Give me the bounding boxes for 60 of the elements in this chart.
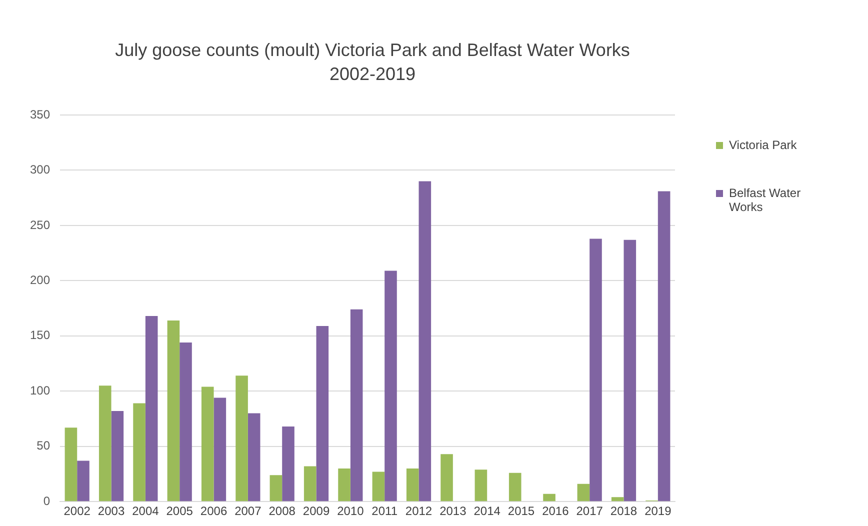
bar xyxy=(590,238,602,502)
x-tick-label: 2018 xyxy=(610,504,638,518)
bar xyxy=(77,460,90,502)
bar xyxy=(577,484,590,502)
bar xyxy=(145,316,158,502)
x-tick-label: 2014 xyxy=(474,504,501,518)
bar xyxy=(304,466,316,502)
bar xyxy=(248,413,260,502)
bar xyxy=(543,494,556,502)
x-tick-label: 2010 xyxy=(337,504,364,518)
x-tick-label: 2005 xyxy=(166,504,194,518)
y-tick-label: 200 xyxy=(30,273,50,287)
bar xyxy=(282,426,294,502)
y-tick-label: 0 xyxy=(43,494,50,508)
bar xyxy=(611,497,624,502)
bar xyxy=(406,468,419,502)
bar xyxy=(167,320,180,502)
x-tick-label: 2011 xyxy=(372,504,398,518)
x-tick-label: 2006 xyxy=(200,504,228,518)
x-tick-label: 2008 xyxy=(268,504,296,518)
legend-label: Belfast Water Works xyxy=(729,186,802,214)
x-tick-label: 2019 xyxy=(644,504,672,518)
y-tick-label: 50 xyxy=(36,438,50,453)
bar xyxy=(658,191,670,502)
bar xyxy=(236,376,248,502)
bar xyxy=(111,411,124,502)
x-tick-label: 2013 xyxy=(440,504,467,518)
bar xyxy=(372,472,385,502)
x-tick-label: 2015 xyxy=(508,504,535,518)
x-tick-label: 2009 xyxy=(302,504,330,518)
y-tick-label: 100 xyxy=(30,383,50,398)
bar xyxy=(440,454,453,502)
bar xyxy=(64,428,78,502)
bar xyxy=(98,386,112,502)
bar xyxy=(418,181,432,502)
bar xyxy=(338,468,350,502)
x-tick-label: 2007 xyxy=(234,504,262,518)
bar xyxy=(508,472,522,502)
bar xyxy=(316,326,329,502)
x-tick-label: 2004 xyxy=(132,504,160,518)
bar xyxy=(214,398,226,502)
bar xyxy=(133,403,146,502)
y-tick-label: 150 xyxy=(30,328,50,342)
legend-label: Victoria Park xyxy=(729,138,797,152)
bar xyxy=(180,342,192,502)
bar xyxy=(350,309,363,502)
x-tick-label: 2002 xyxy=(64,504,91,518)
bar xyxy=(384,270,397,502)
x-tick-label: 2016 xyxy=(542,504,570,518)
bar xyxy=(624,240,636,502)
bar xyxy=(201,386,214,502)
chart-title: July goose counts (moult) Victoria Park and Belfast Water Works 2002-2019 xyxy=(114,39,631,86)
x-tick-label: 2017 xyxy=(576,504,604,518)
bar xyxy=(270,475,282,502)
x-tick-label: 2003 xyxy=(98,504,125,518)
bar xyxy=(474,470,488,502)
y-tick-label: 250 xyxy=(30,218,50,232)
y-tick-label: 300 xyxy=(30,162,50,177)
x-tick-label: 2012 xyxy=(405,504,432,518)
y-tick-label: 350 xyxy=(30,107,50,122)
